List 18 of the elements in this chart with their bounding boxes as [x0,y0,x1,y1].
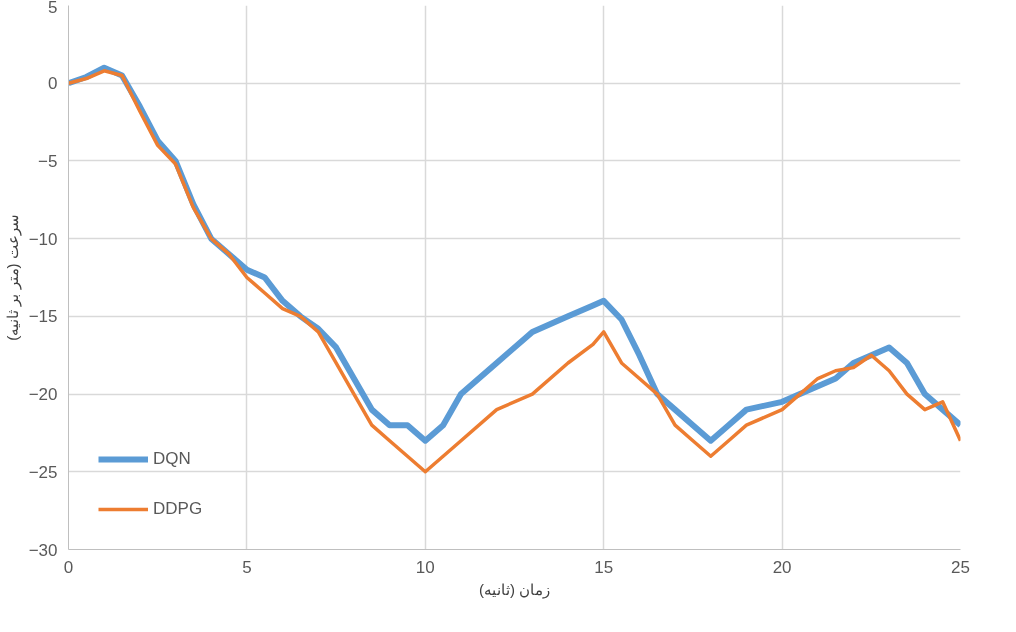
legend-label: DDPG [153,499,203,519]
y-tick-label: −30 [28,540,58,560]
y-tick-label: −25 [28,462,58,482]
y-tick-label: −20 [28,385,58,405]
y-tick-label: −5 [38,151,58,171]
y-axis-title: سرعت (متر بر ثانیه) [3,214,22,341]
x-axis-title: زمان (ثانیه) [478,580,551,599]
y-tick-label: 5 [48,0,58,17]
legend-label: DQN [153,449,191,469]
y-tick-label: −10 [28,229,58,249]
x-tick-label: 10 [415,557,435,577]
x-tick-label: 20 [772,557,792,577]
x-tick-label: 25 [951,557,970,577]
x-tick-label: 0 [63,557,74,577]
y-tick-label: 0 [48,74,58,94]
x-tick-label: 5 [242,557,252,577]
y-tick-label: −15 [28,307,58,327]
x-tick-label: 15 [594,557,614,577]
